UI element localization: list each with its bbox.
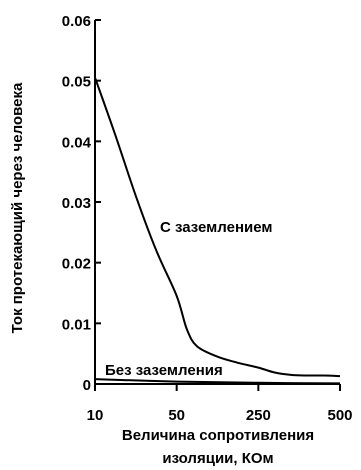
x-axis-label-line1: Величина сопротивления <box>122 427 314 444</box>
x-tick-label: 50 <box>168 407 185 424</box>
y-tick-label: 0.06 <box>62 13 91 30</box>
y-axis-label: Ток протекающий через человека <box>9 82 26 333</box>
series-line-1 <box>94 378 341 385</box>
axes <box>94 20 340 385</box>
series-label-grounded: С заземлением <box>160 219 272 236</box>
ticks: 0 0.01 0.02 0.03 0.04 0.05 0.06 10 50 250 500 <box>62 13 353 424</box>
x-axis-label-line2: изоляции, КОм <box>162 450 273 467</box>
series-line-0 <box>94 77 341 378</box>
y-tick-label: 0.01 <box>62 316 91 333</box>
y-tick-label: 0.05 <box>62 74 91 91</box>
y-tick-label: 0.04 <box>62 134 92 151</box>
labels: С заземлением Без заземления Ток протека… <box>9 82 314 467</box>
x-tick-label: 500 <box>327 407 352 424</box>
x-tick-label: 250 <box>246 407 271 424</box>
x-tick-label: 10 <box>87 407 104 424</box>
series-layer <box>94 77 341 385</box>
y-tick-label: 0.03 <box>62 195 91 212</box>
y-tick-label: 0.02 <box>62 256 91 273</box>
series-label-ungrounded: Без заземления <box>105 362 223 379</box>
y-tick-label: 0 <box>83 377 91 394</box>
